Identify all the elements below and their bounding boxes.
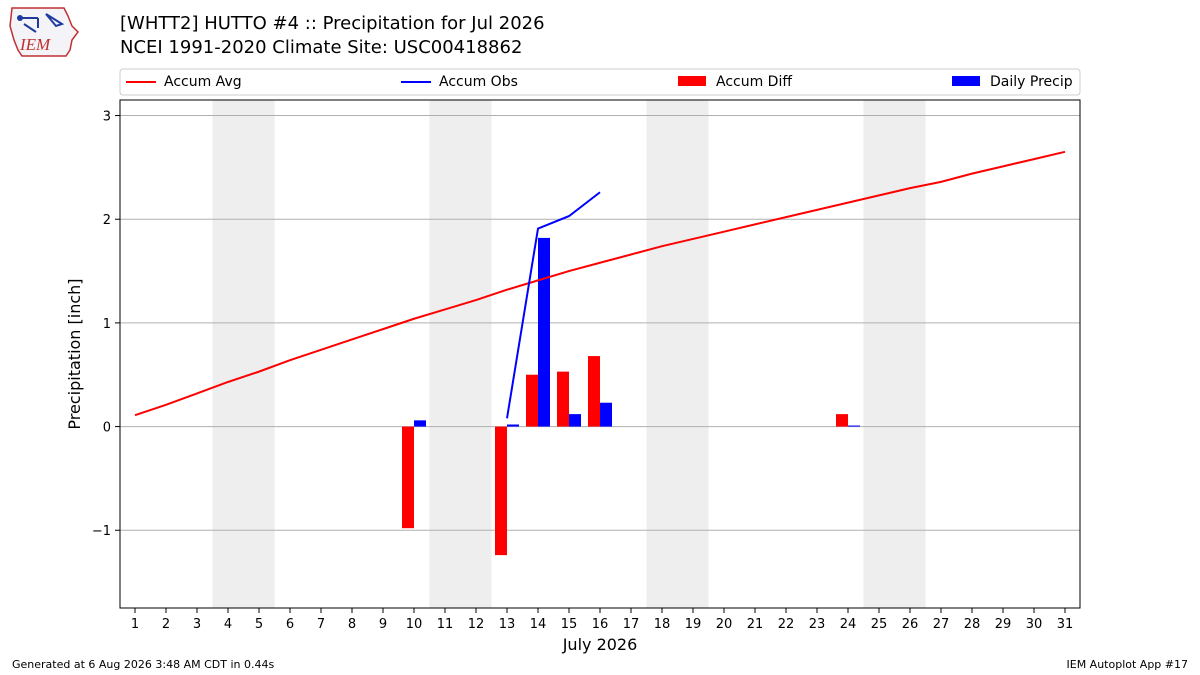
legend-daily-precip-swatch [952, 76, 980, 86]
legend-accum-obs-label: Accum Obs [439, 74, 518, 90]
x-tick-label: 29 [995, 617, 1012, 632]
y-axis: −1 0 1 2 3 [92, 110, 120, 539]
x-tick-label: 17 [623, 617, 640, 632]
accum-diff-bar [495, 426, 507, 556]
iem-logo: IEM [9, 7, 79, 57]
x-tick-label: 5 [255, 617, 263, 632]
x-tick-label: 16 [592, 617, 609, 632]
x-tick-label: 2 [162, 617, 170, 632]
y-tick-label: −1 [92, 524, 111, 539]
x-axis-label: July 2026 [562, 635, 638, 654]
legend-frame [119, 68, 1081, 96]
generated-note: Generated at 6 Aug 2026 3:48 AM CDT in 0… [12, 658, 275, 671]
accum-avg-line [134, 150, 1066, 417]
daily-precip-bar [538, 237, 550, 427]
x-tick-label: 18 [654, 617, 671, 632]
accum-obs-line [506, 191, 601, 419]
y-tick-label: 0 [103, 421, 111, 436]
accum-diff-bar [402, 426, 414, 529]
legend-accum-diff-swatch [678, 76, 706, 86]
x-tick-label: 28 [964, 617, 981, 632]
x-tick-label: 1 [131, 617, 139, 632]
legend-daily-precip-label: Daily Precip [990, 74, 1073, 90]
daily-precip-bar [414, 420, 426, 427]
accum-diff-bar [588, 356, 600, 427]
accum-diff-bar [557, 371, 569, 427]
x-tick-label: 4 [224, 617, 232, 632]
weekend-band [863, 100, 926, 608]
y-axis-label: Precipitation [inch] [65, 278, 84, 429]
x-tick-label: 11 [437, 617, 454, 632]
x-tick-label: 24 [840, 617, 857, 632]
lines [134, 150, 1066, 419]
x-tick-label: 10 [406, 617, 423, 632]
x-tick-label: 20 [716, 617, 733, 632]
y-tick-label: 3 [103, 110, 111, 125]
y-tick-label: 2 [103, 213, 111, 228]
bars [402, 237, 860, 556]
daily-precip-bar [848, 425, 860, 427]
logo-text: IEM [19, 35, 51, 54]
weekend-band [429, 100, 492, 608]
x-tick-label: 22 [778, 617, 795, 632]
x-tick-label: 3 [193, 617, 201, 632]
x-tick-label: 23 [809, 617, 826, 632]
legend-accum-avg-label: Accum Avg [164, 74, 242, 90]
legend-accum-diff-label: Accum Diff [716, 74, 792, 90]
daily-precip-bar [569, 414, 581, 427]
x-tick-label: 31 [1057, 617, 1074, 632]
weekend-band [646, 100, 709, 608]
accum-diff-bar [526, 374, 538, 427]
legend: Accum Avg Accum Obs Accum Diff Daily Precip [119, 68, 1081, 96]
x-tick-label: 14 [530, 617, 547, 632]
x-tick-label: 26 [902, 617, 919, 632]
y-tick-label: 1 [103, 317, 111, 332]
app-credit: IEM Autoplot App #17 [1066, 658, 1189, 671]
chart-title: [WHTT2] HUTTO #4 :: Precipitation for Ju… [120, 13, 545, 34]
x-tick-label: 6 [286, 617, 294, 632]
x-tick-label: 12 [468, 617, 485, 632]
x-tick-label: 15 [561, 617, 578, 632]
x-tick-label: 13 [499, 617, 516, 632]
daily-precip-bar [600, 402, 612, 427]
x-tick-label: 27 [933, 617, 950, 632]
x-tick-label: 30 [1026, 617, 1043, 632]
x-axis: 1 2 3 4 5 6 7 8 9 10 11 12 13 14 15 16 17 18 19 20 21 22 23 24 2… [131, 608, 1073, 632]
accum-diff-bar [836, 414, 848, 427]
chart-subtitle: NCEI 1991-2020 Climate Site: USC00418862 [120, 37, 523, 58]
x-tick-label: 7 [317, 617, 325, 632]
x-tick-label: 8 [348, 617, 356, 632]
x-tick-label: 19 [685, 617, 702, 632]
x-tick-label: 9 [379, 617, 387, 632]
weekend-band [212, 100, 275, 608]
daily-precip-bar [507, 424, 519, 427]
weekend-shading [212, 100, 926, 608]
x-tick-label: 21 [747, 617, 764, 632]
x-tick-label: 25 [871, 617, 888, 632]
grid-lines [120, 115, 1080, 531]
